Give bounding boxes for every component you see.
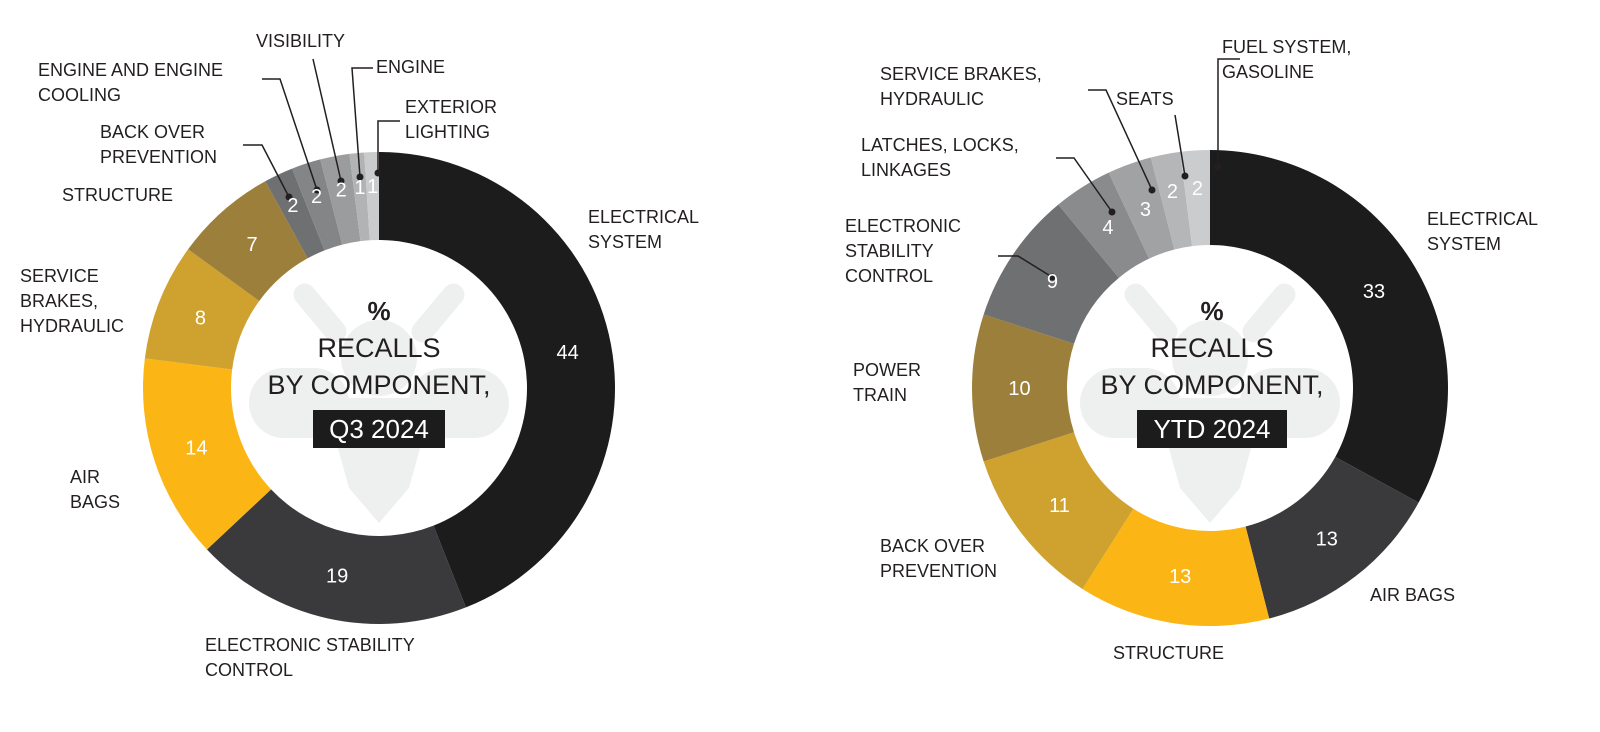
leader-dot	[285, 193, 293, 201]
leader-line	[262, 78, 318, 191]
category-label: ENGINE	[376, 57, 446, 77]
value-label: 3	[1140, 199, 1151, 221]
value-label: 33	[1363, 281, 1385, 303]
donut-slice	[379, 152, 616, 608]
donut-slice	[320, 153, 361, 245]
title-period-badge: YTD 2024	[1137, 410, 1287, 448]
donut-slice	[983, 432, 1134, 589]
category-label: BACK OVER PREVENTION	[100, 122, 218, 167]
title-line: BY COMPONENT,	[267, 370, 491, 400]
donut-slice	[188, 181, 308, 302]
donut-slice	[1058, 172, 1150, 278]
donut-slice	[144, 249, 260, 370]
leader-line	[998, 255, 1053, 278]
category-label: STRUCTURE	[1113, 643, 1224, 663]
category-label: SERVICE BRAKES, HYDRAULIC	[20, 266, 125, 336]
value-label: 2	[1192, 178, 1203, 200]
category-label: SEATS	[1116, 89, 1174, 109]
value-label: 7	[246, 234, 257, 256]
value-label: 8	[195, 307, 206, 329]
category-label: ELECTRICAL SYSTEM	[588, 207, 699, 252]
leader-dot	[374, 169, 382, 177]
value-label: 9	[1047, 271, 1058, 293]
category-label: STRUCTURE	[62, 185, 173, 205]
leader-line	[1174, 114, 1186, 177]
value-label: 13	[1169, 566, 1191, 588]
value-label: 2	[311, 186, 322, 208]
value-label: 11	[1049, 495, 1070, 517]
category-label: VISIBILITY	[256, 31, 346, 51]
leader-dot	[1181, 172, 1189, 180]
donut-slice	[206, 489, 466, 624]
leader-line	[312, 58, 342, 182]
value-label: 2	[287, 195, 298, 217]
category-label: SERVICE BRAKES, HYDRAULIC	[880, 64, 1042, 109]
leader-line	[351, 67, 373, 178]
donut-slice	[265, 168, 325, 259]
value-label: 2	[1167, 181, 1178, 203]
category-label: LATCHES, LOCKS, LINKAGES	[861, 135, 1019, 180]
category-label: BACK OVER PREVENTION	[880, 536, 998, 581]
value-label: 1	[367, 176, 378, 198]
leader-line	[1056, 157, 1113, 213]
title-line: RECALLS	[1150, 333, 1274, 363]
donut-slice	[1245, 456, 1419, 619]
category-label: ELECTRICAL SYSTEM	[1427, 209, 1538, 254]
value-label: 4	[1102, 217, 1113, 239]
value-label: 14	[185, 437, 207, 459]
category-label: ELECTRONIC STABILITY CONTROL	[845, 216, 962, 286]
value-label: 13	[1316, 529, 1338, 551]
title-line: BY COMPONENT,	[1100, 370, 1324, 400]
leader-dot	[1048, 273, 1056, 281]
donut-slice	[143, 358, 272, 550]
donut-slice	[292, 159, 343, 251]
leader-line	[377, 120, 400, 173]
title-line: RECALLS	[317, 333, 441, 363]
category-label: ELECTRONIC STABILITY CONTROL	[205, 635, 415, 680]
chart-title-left: % RECALLS BY COMPONENT, Q3 2024	[229, 293, 529, 448]
leader-dot	[1214, 163, 1222, 171]
leader-dot	[356, 173, 364, 181]
value-label: 44	[556, 342, 578, 364]
value-label: 10	[1008, 378, 1030, 400]
leader-line	[243, 144, 290, 198]
leader-line	[1088, 89, 1153, 191]
category-label: EXTERIOR LIGHTING	[405, 97, 498, 142]
category-label: FUEL SYSTEM, GASOLINE	[1222, 37, 1352, 82]
category-label: AIR BAGS	[1370, 585, 1456, 605]
value-label: 19	[326, 565, 348, 587]
chart-title-right: % RECALLS BY COMPONENT, YTD 2024	[1062, 293, 1362, 448]
donut-slice	[1210, 150, 1448, 503]
leader-dot	[313, 186, 321, 194]
leader-line	[1217, 58, 1240, 167]
leader-dot	[1148, 186, 1156, 194]
donut-slice	[1082, 508, 1270, 626]
value-label: 1	[354, 177, 365, 199]
title-percent: %	[367, 296, 391, 326]
donut-slice	[349, 152, 370, 242]
category-label: POWER TRAIN	[853, 360, 922, 405]
value-label: 2	[336, 180, 347, 202]
leader-dot	[1108, 208, 1116, 216]
title-percent: %	[1200, 296, 1224, 326]
leader-dot	[337, 177, 345, 185]
donut-slice	[1108, 157, 1175, 259]
donut-slice	[972, 314, 1074, 462]
category-label: ENGINE AND ENGINE COOLING	[38, 60, 224, 105]
title-period-badge: Q3 2024	[313, 410, 445, 448]
category-label: AIR BAGS	[70, 467, 121, 512]
